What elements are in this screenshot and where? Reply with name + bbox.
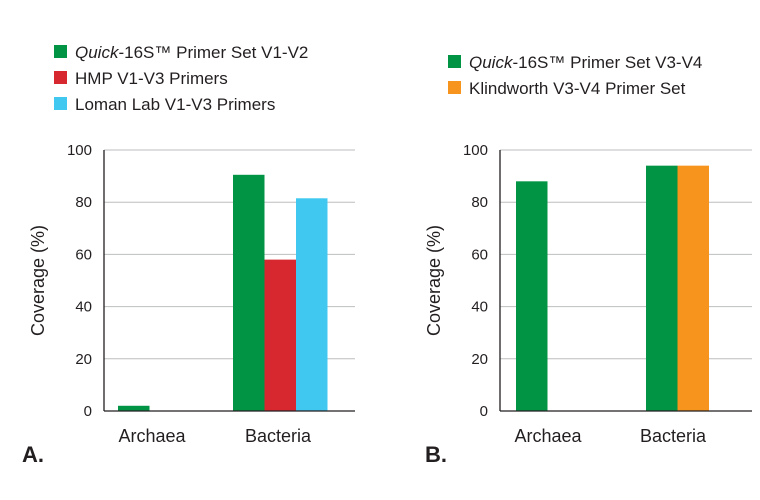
legend-swatch xyxy=(54,71,67,84)
x-tick-label: Bacteria xyxy=(640,426,707,446)
legend: Quick-16S™ Primer Set V1-V2 HMP V1-V3 Pri… xyxy=(54,43,308,114)
y-tick-label: 20 xyxy=(75,351,92,368)
legend-item: Quick-16S™ Primer Set V3-V4 xyxy=(448,53,702,72)
bar xyxy=(296,198,328,411)
bar xyxy=(233,174,265,411)
panel-label: A. xyxy=(22,442,44,467)
bar xyxy=(118,405,150,411)
legend-label-text: HMP V1-V3 Primers xyxy=(75,69,228,88)
x-tick-label: Bacteria xyxy=(245,426,312,446)
y-tick-label: 60 xyxy=(471,246,488,263)
y-tick-label: 100 xyxy=(67,142,92,159)
legend-label: HMP V1-V3 Primers xyxy=(75,69,228,88)
legend-item: Klindworth V3-V4 Primer Set xyxy=(448,79,686,98)
y-tick-label: 40 xyxy=(75,299,92,316)
y-tick-label: 0 xyxy=(480,403,488,420)
legend-label-italic: Quick xyxy=(469,53,514,72)
y-axis-label: Coverage (%) xyxy=(28,225,48,336)
legend-item: HMP V1-V3 Primers xyxy=(54,69,228,88)
panel-label: B. xyxy=(425,442,447,467)
legend-label-text: -16S™ Primer Set V1-V2 xyxy=(118,43,308,62)
y-tick-label: 0 xyxy=(84,403,92,420)
legend-swatch xyxy=(54,45,67,58)
y-tick-label: 40 xyxy=(471,299,488,316)
legend-swatch xyxy=(448,55,461,68)
bar xyxy=(264,259,296,411)
y-tick-label: 60 xyxy=(75,246,92,263)
legend-item: Loman Lab V1-V3 Primers xyxy=(54,95,275,114)
y-axis-label: Coverage (%) xyxy=(424,225,444,336)
legend-swatch xyxy=(448,81,461,94)
legend-label-text: Loman Lab V1-V3 Primers xyxy=(75,95,275,114)
legend-label-text: Klindworth V3-V4 Primer Set xyxy=(469,79,686,98)
legend-label: Quick-16S™ Primer Set V1-V2 xyxy=(75,43,308,62)
y-tick-label: 100 xyxy=(463,142,488,159)
legend: Quick-16S™ Primer Set V3-V4 Klindworth V3… xyxy=(448,53,702,98)
y-tick-label: 80 xyxy=(471,194,488,211)
y-tick-label: 80 xyxy=(75,194,92,211)
legend-label-italic: Quick xyxy=(75,43,120,62)
legend-label: Quick-16S™ Primer Set V3-V4 xyxy=(469,53,702,72)
bar xyxy=(516,181,548,411)
y-tick-label: 20 xyxy=(471,351,488,368)
chart-panel-b: Quick-16S™ Primer Set V3-V4 Klindworth V3… xyxy=(424,53,752,467)
legend-label-text: -16S™ Primer Set V3-V4 xyxy=(512,53,702,72)
bar xyxy=(677,165,709,411)
legend-item: Quick-16S™ Primer Set V1-V2 xyxy=(54,43,308,62)
legend-label: Klindworth V3-V4 Primer Set xyxy=(469,79,686,98)
chart-panel-a: Quick-16S™ Primer Set V1-V2 HMP V1-V3 Pri… xyxy=(22,43,355,467)
x-tick-label: Archaea xyxy=(514,426,582,446)
legend-label: Loman Lab V1-V3 Primers xyxy=(75,95,275,114)
x-tick-label: Archaea xyxy=(118,426,186,446)
legend-swatch xyxy=(54,97,67,110)
bar xyxy=(646,165,678,411)
